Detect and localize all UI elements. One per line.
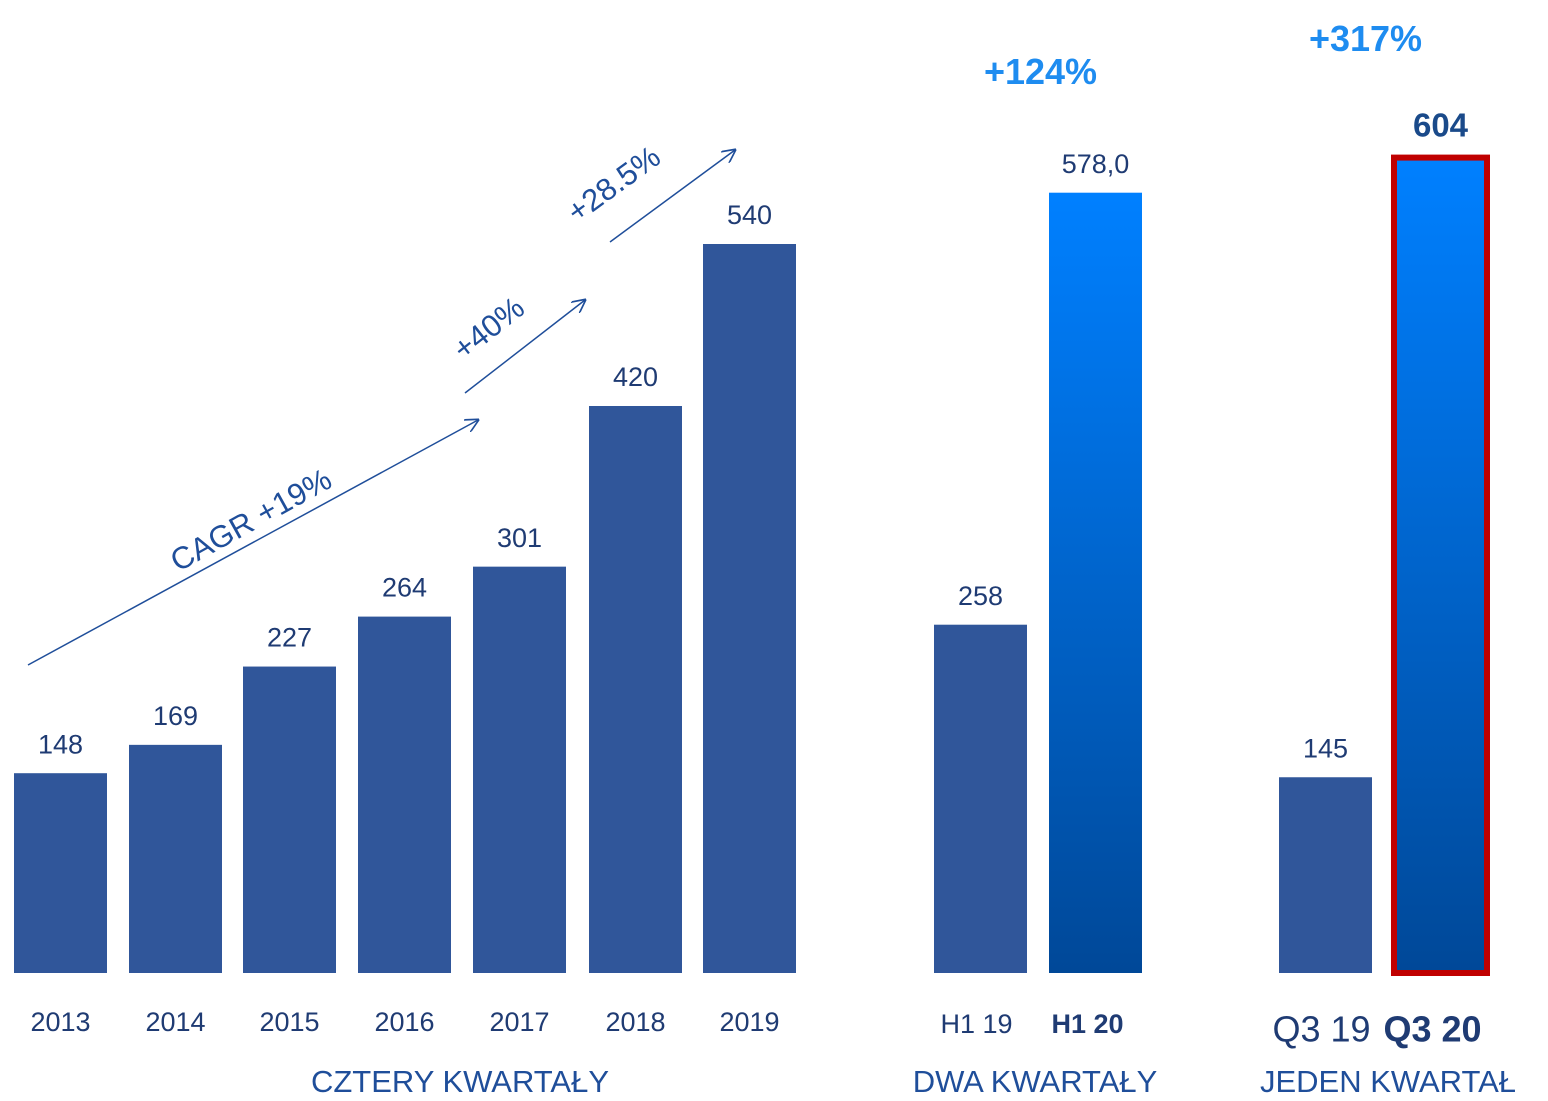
value-label: 420 [613, 362, 658, 392]
bar [1049, 192, 1142, 973]
value-label: 258 [958, 581, 1003, 611]
trend-arrow [464, 300, 585, 394]
growth-label: +124% [984, 51, 1097, 92]
x-tick-label: H1 20 [1051, 1009, 1123, 1039]
bar [129, 744, 222, 973]
value-label: 145 [1303, 733, 1348, 763]
x-tick-label: 2017 [489, 1007, 549, 1037]
x-tick-label: 2016 [374, 1007, 434, 1037]
group-label: DWA KWARTAŁY [913, 1064, 1158, 1099]
bar [589, 406, 682, 973]
x-tick-label: Q3 19 [1272, 1009, 1370, 1050]
value-label: 148 [38, 729, 83, 759]
x-tick-label: 2013 [30, 1007, 90, 1037]
value-label: 227 [267, 623, 312, 653]
value-label: 604 [1413, 106, 1469, 143]
bar [934, 624, 1027, 973]
value-label: 264 [382, 573, 427, 603]
annotation: +28.5% [560, 139, 666, 230]
x-tick-label: Q3 20 [1383, 1009, 1481, 1050]
value-label: 169 [153, 701, 198, 731]
trend-arrow [609, 150, 735, 243]
bar [14, 773, 107, 973]
value-label: 301 [497, 523, 542, 553]
x-tick-label: H1 19 [940, 1009, 1012, 1039]
growth-label: +317% [1309, 18, 1422, 59]
annotation: +40% [446, 290, 531, 367]
x-tick-label: 2018 [605, 1007, 665, 1037]
bar [358, 616, 451, 973]
group-label: CZTERY KWARTAŁY [311, 1064, 609, 1099]
bar [473, 566, 566, 973]
group-label: JEDEN KWARTAŁ [1260, 1064, 1516, 1099]
x-tick-label: 2015 [259, 1007, 319, 1037]
trend-arrow [27, 420, 478, 666]
value-label: 578,0 [1062, 149, 1130, 179]
bar [1279, 777, 1372, 973]
bar [703, 244, 796, 973]
x-tick-label: 2014 [145, 1007, 205, 1037]
bar [243, 666, 336, 973]
annotation: CAGR +19% [164, 461, 337, 578]
value-label: 540 [727, 200, 772, 230]
x-tick-label: 2019 [719, 1007, 779, 1037]
bar [1391, 154, 1490, 977]
